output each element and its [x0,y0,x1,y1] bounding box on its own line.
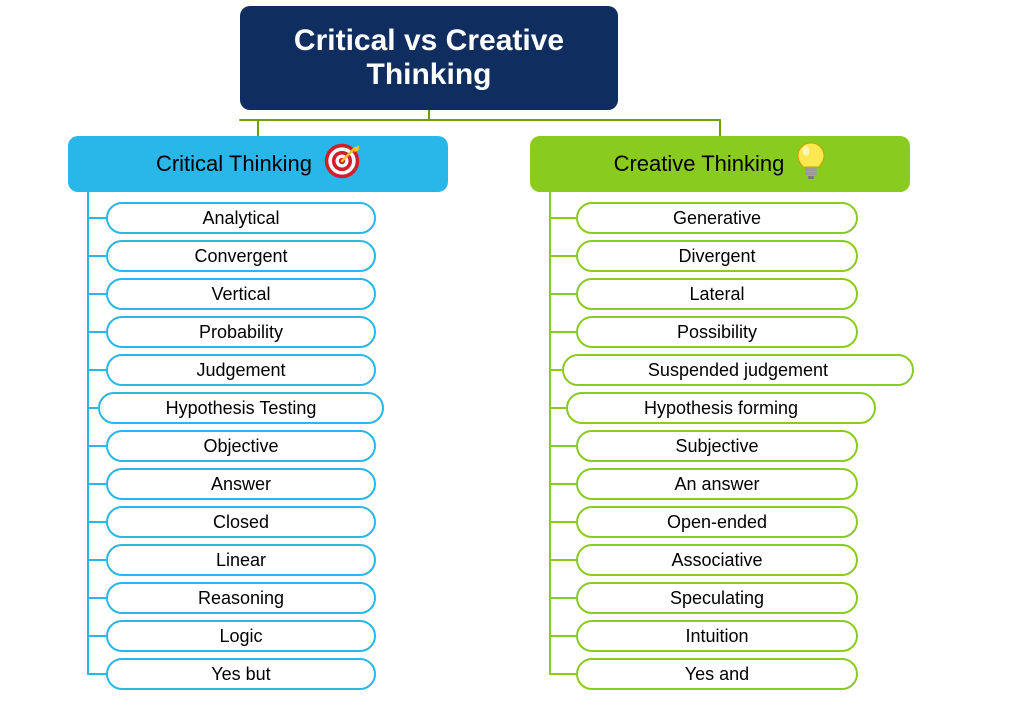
leaf-creative: Generative [576,202,858,234]
target-icon [324,143,360,185]
leaf-critical: Convergent [106,240,376,272]
leaf-label: Yes but [211,664,270,685]
leaf-creative: Speculating [576,582,858,614]
leaf-critical: Logic [106,620,376,652]
leaf-label: Subjective [675,436,758,457]
leaf-critical: Analytical [106,202,376,234]
leaf-label: Hypothesis forming [644,398,798,419]
leaf-label: Suspended judgement [648,360,828,381]
leaf-label: Open-ended [667,512,767,533]
leaf-label: Analytical [202,208,279,229]
leaf-creative: Open-ended [576,506,858,538]
leaf-critical: Probability [106,316,376,348]
leaf-label: Yes and [685,664,749,685]
leaf-creative: An answer [576,468,858,500]
leaf-label: Vertical [211,284,270,305]
leaf-creative: Hypothesis forming [566,392,876,424]
diagram-stage: Critical vs CreativeThinking Critical Th… [0,0,1019,708]
leaf-creative: Divergent [576,240,858,272]
leaf-critical: Vertical [106,278,376,310]
leaf-critical: Judgement [106,354,376,386]
leaf-label: Convergent [194,246,287,267]
leaf-critical: Reasoning [106,582,376,614]
root-title-text: Critical vs CreativeThinking [294,24,564,93]
leaf-label: Answer [211,474,271,495]
leaf-creative: Associative [576,544,858,576]
leaf-label: Logic [219,626,262,647]
leaf-creative: Suspended judgement [562,354,914,386]
branch-label: Critical Thinking [156,151,312,177]
leaf-critical: Closed [106,506,376,538]
leaf-critical: Yes but [106,658,376,690]
leaf-creative: Possibility [576,316,858,348]
leaf-label: Objective [203,436,278,457]
leaf-critical: Answer [106,468,376,500]
root-title: Critical vs CreativeThinking [240,6,618,110]
leaf-label: Generative [673,208,761,229]
leaf-creative: Yes and [576,658,858,690]
leaf-creative: Lateral [576,278,858,310]
leaf-label: Probability [199,322,283,343]
branch-header-critical: Critical Thinking [68,136,448,192]
leaf-label: Closed [213,512,269,533]
leaf-label: Possibility [677,322,757,343]
leaf-label: An answer [674,474,759,495]
leaf-creative: Subjective [576,430,858,462]
leaf-label: Speculating [670,588,764,609]
leaf-label: Intuition [685,626,748,647]
leaf-label: Divergent [678,246,755,267]
leaf-label: Lateral [689,284,744,305]
leaf-label: Hypothesis Testing [166,398,317,419]
leaf-label: Associative [671,550,762,571]
leaf-critical: Hypothesis Testing [98,392,384,424]
branch-label: Creative Thinking [614,151,785,177]
leaf-critical: Objective [106,430,376,462]
bulb-icon [796,141,826,187]
leaf-label: Reasoning [198,588,284,609]
leaf-critical: Linear [106,544,376,576]
leaf-creative: Intuition [576,620,858,652]
leaf-label: Linear [216,550,266,571]
leaf-label: Judgement [196,360,285,381]
branch-header-creative: Creative Thinking [530,136,910,192]
